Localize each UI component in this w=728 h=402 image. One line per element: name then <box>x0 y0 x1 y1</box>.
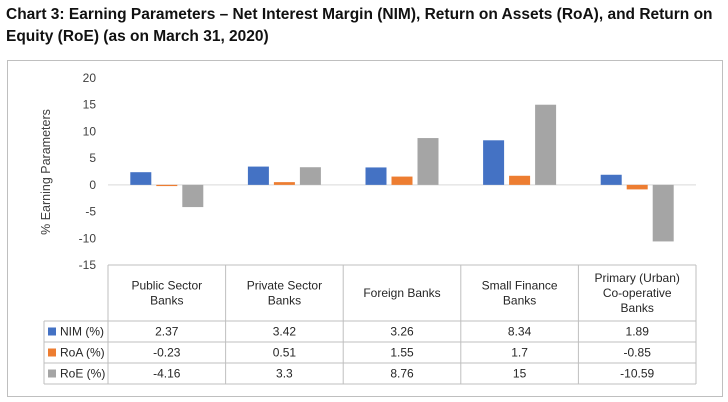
bar-roa-2 <box>391 176 413 185</box>
legend-label: RoE (%) <box>60 367 105 381</box>
y-axis-label: % Earning Parameters <box>39 109 53 235</box>
legend-label: RoA (%) <box>60 346 105 360</box>
category-label: Primary (Urban) Co-operative Banks <box>595 271 680 315</box>
bar-roe-2 <box>417 138 439 185</box>
y-axis: 20 15 10 5 0 -5 -10 -15 <box>79 71 97 272</box>
bar-nim-1 <box>247 166 269 185</box>
category-label: Foreign Banks <box>363 286 440 300</box>
legend-key <box>48 348 56 357</box>
y-tick-label: 5 <box>89 151 96 165</box>
data-value-label: 15 <box>513 367 527 381</box>
bar-roe-0 <box>182 184 204 208</box>
legend-key <box>48 369 56 378</box>
bar-roa-3 <box>509 175 531 185</box>
bar-nim-3 <box>483 140 505 185</box>
data-value-label: 0.51 <box>273 346 297 360</box>
data-value-label: 2.37 <box>155 325 179 339</box>
bar-roe-4 <box>652 184 674 242</box>
data-table: Public Sector Banks Private Sector Banks For… <box>43 264 697 385</box>
chart-area <box>7 60 723 397</box>
bar-nim-2 <box>365 167 387 185</box>
y-tick-label: -5 <box>85 205 96 219</box>
data-value-label: 3.3 <box>276 367 293 381</box>
bar-roe-1 <box>299 167 321 185</box>
y-tick-label: 10 <box>83 124 97 138</box>
category-label: Small Finance Banks <box>482 279 558 308</box>
bars <box>108 104 696 242</box>
data-value-label: 3.42 <box>273 325 297 339</box>
bar-nim-4 <box>600 174 622 185</box>
y-tick-label: 15 <box>83 98 97 112</box>
bar-nim-0 <box>130 172 152 185</box>
category-label: Public Sector Banks <box>131 279 202 308</box>
data-value-label: 8.76 <box>390 367 414 381</box>
data-value-label: -4.16 <box>153 367 181 381</box>
data-value-label: 1.55 <box>390 346 414 360</box>
y-tick-label: -15 <box>79 258 97 272</box>
legend-label: NIM (%) <box>60 325 104 339</box>
bar-roa-0 <box>156 184 178 187</box>
data-value-label: 1.7 <box>511 346 528 360</box>
data-value-label: -0.85 <box>624 346 652 360</box>
y-tick-label: -10 <box>79 231 97 245</box>
bar-roa-4 <box>626 184 648 190</box>
data-value-label: -10.59 <box>620 367 654 381</box>
legend-key <box>48 327 56 336</box>
data-value-label: 1.89 <box>626 325 650 339</box>
data-value-label: -0.23 <box>153 346 181 360</box>
bar-roe-3 <box>535 104 557 185</box>
y-tick-label: 0 <box>89 178 96 192</box>
bar-roa-1 <box>273 182 295 185</box>
category-label: Private Sector Banks <box>247 279 322 308</box>
data-value-label: 8.34 <box>508 325 532 339</box>
data-value-label: 3.26 <box>390 325 414 339</box>
y-tick-label: 20 <box>83 71 97 85</box>
chart-title: Chart 3: Earning Parameters – Net Intere… <box>6 6 713 45</box>
